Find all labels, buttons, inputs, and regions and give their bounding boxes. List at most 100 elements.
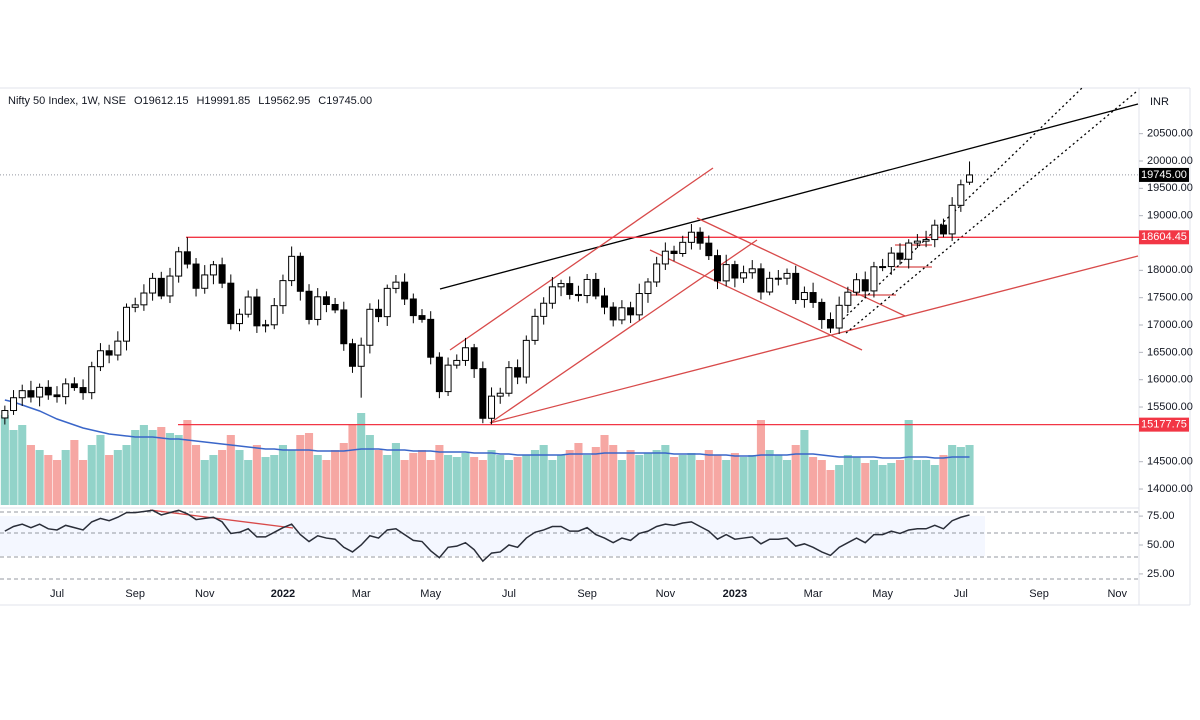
- volume-bar: [131, 430, 140, 505]
- volume-bar: [226, 435, 235, 505]
- volume-bar: [852, 457, 861, 505]
- candle-body: [79, 387, 87, 394]
- candle-body: [531, 315, 539, 341]
- volume-bar: [87, 445, 96, 505]
- x-tick-label: Mar: [804, 588, 823, 600]
- volume-bar: [339, 443, 348, 505]
- volume-bar: [626, 450, 635, 505]
- volume-bar: [218, 450, 227, 505]
- candle-body: [10, 397, 18, 412]
- volume-bar: [661, 445, 670, 505]
- y-tick-label: 15500.00: [1147, 401, 1193, 413]
- volume-bar: [887, 463, 896, 505]
- volume-bar: [26, 445, 35, 505]
- candle-body: [870, 266, 878, 292]
- candle-body: [592, 278, 600, 297]
- volume-bar: [35, 450, 44, 505]
- candle-body: [913, 240, 921, 244]
- volume-bar: [513, 457, 522, 505]
- volume-bar: [496, 455, 505, 505]
- candle-body: [818, 301, 826, 321]
- candle-body: [114, 340, 122, 356]
- candle-body: [574, 293, 582, 297]
- volume-bar: [782, 460, 792, 505]
- volume-bar: [70, 440, 79, 505]
- candle-body: [696, 231, 704, 244]
- candle-body: [618, 307, 626, 321]
- x-tick-label: May: [420, 588, 441, 600]
- volume-bar: [774, 455, 783, 505]
- volume-bar: [409, 453, 418, 505]
- candle-body: [800, 292, 808, 301]
- candle-body: [644, 281, 652, 295]
- level-label: 18604.45: [1141, 231, 1187, 243]
- volume-bar: [304, 433, 314, 505]
- x-tick-label: 2023: [723, 588, 747, 600]
- candle-body: [514, 367, 522, 378]
- candle-body: [601, 295, 609, 308]
- volume-bar: [244, 460, 253, 505]
- trendline: [696, 217, 906, 317]
- volume-bar: [843, 455, 852, 505]
- volume-bar: [183, 420, 192, 505]
- x-tick-label: Jul: [50, 588, 64, 600]
- volume-bar: [826, 470, 835, 505]
- candle-body: [62, 383, 70, 398]
- volume-bar: [270, 455, 279, 505]
- x-tick-label: Sep: [125, 588, 145, 600]
- level-tag: [1139, 230, 1189, 245]
- volume-bar: [148, 430, 157, 505]
- volume-bar: [748, 455, 757, 505]
- y-tick-label: 17500.00: [1147, 292, 1193, 304]
- volume-bar: [652, 450, 661, 505]
- volume-bar: [609, 445, 618, 505]
- volume-bar: [357, 413, 366, 505]
- y-tick-label: 14500.00: [1147, 456, 1193, 468]
- candle-body: [183, 251, 191, 265]
- y-tick-label: 17000.00: [1147, 319, 1193, 331]
- volume-bar: [165, 433, 175, 505]
- volume-bar: [922, 460, 931, 505]
- candle-body: [166, 275, 174, 297]
- candle-body: [583, 278, 591, 297]
- trendline: [489, 239, 758, 424]
- candle-body: [809, 292, 817, 303]
- volume-bar: [635, 455, 644, 505]
- volume-bar: [904, 420, 913, 505]
- candle-body: [670, 250, 678, 254]
- candle-body: [653, 263, 661, 283]
- volume-bar: [9, 430, 18, 505]
- candle-body: [488, 395, 496, 419]
- candle-body: [209, 264, 217, 276]
- candle-body: [296, 255, 304, 292]
- volume-bar: [530, 450, 540, 505]
- candle-body: [766, 277, 774, 293]
- volume-bar: [539, 445, 548, 505]
- candle-body: [939, 224, 947, 235]
- candle-body: [444, 364, 452, 393]
- volume-bar: [470, 457, 479, 505]
- rsi-tick-label: 50.00: [1147, 539, 1175, 551]
- volume-bar: [0, 415, 9, 505]
- candle-body: [566, 283, 574, 295]
- volume-bar: [487, 450, 496, 505]
- volume-bar: [452, 457, 461, 505]
- candle-body: [375, 308, 383, 318]
- candle-body: [288, 255, 296, 282]
- candle-body: [270, 305, 278, 326]
- volume-bar: [313, 455, 322, 505]
- volume-bar: [574, 443, 583, 505]
- volume-bar: [522, 455, 531, 505]
- volume-bar: [105, 455, 114, 505]
- volume-bar: [600, 435, 609, 505]
- volume-bar: [965, 445, 974, 505]
- ohlc-open: O19612.15: [134, 95, 188, 107]
- volume-bar: [209, 455, 218, 505]
- candle-body: [175, 251, 183, 277]
- volume-bar: [678, 455, 687, 505]
- candle-body: [409, 298, 417, 317]
- candle-body: [905, 242, 913, 260]
- candle-body: [948, 204, 956, 235]
- candle-body: [731, 264, 739, 279]
- ohlc-close: C19745.00: [318, 95, 372, 107]
